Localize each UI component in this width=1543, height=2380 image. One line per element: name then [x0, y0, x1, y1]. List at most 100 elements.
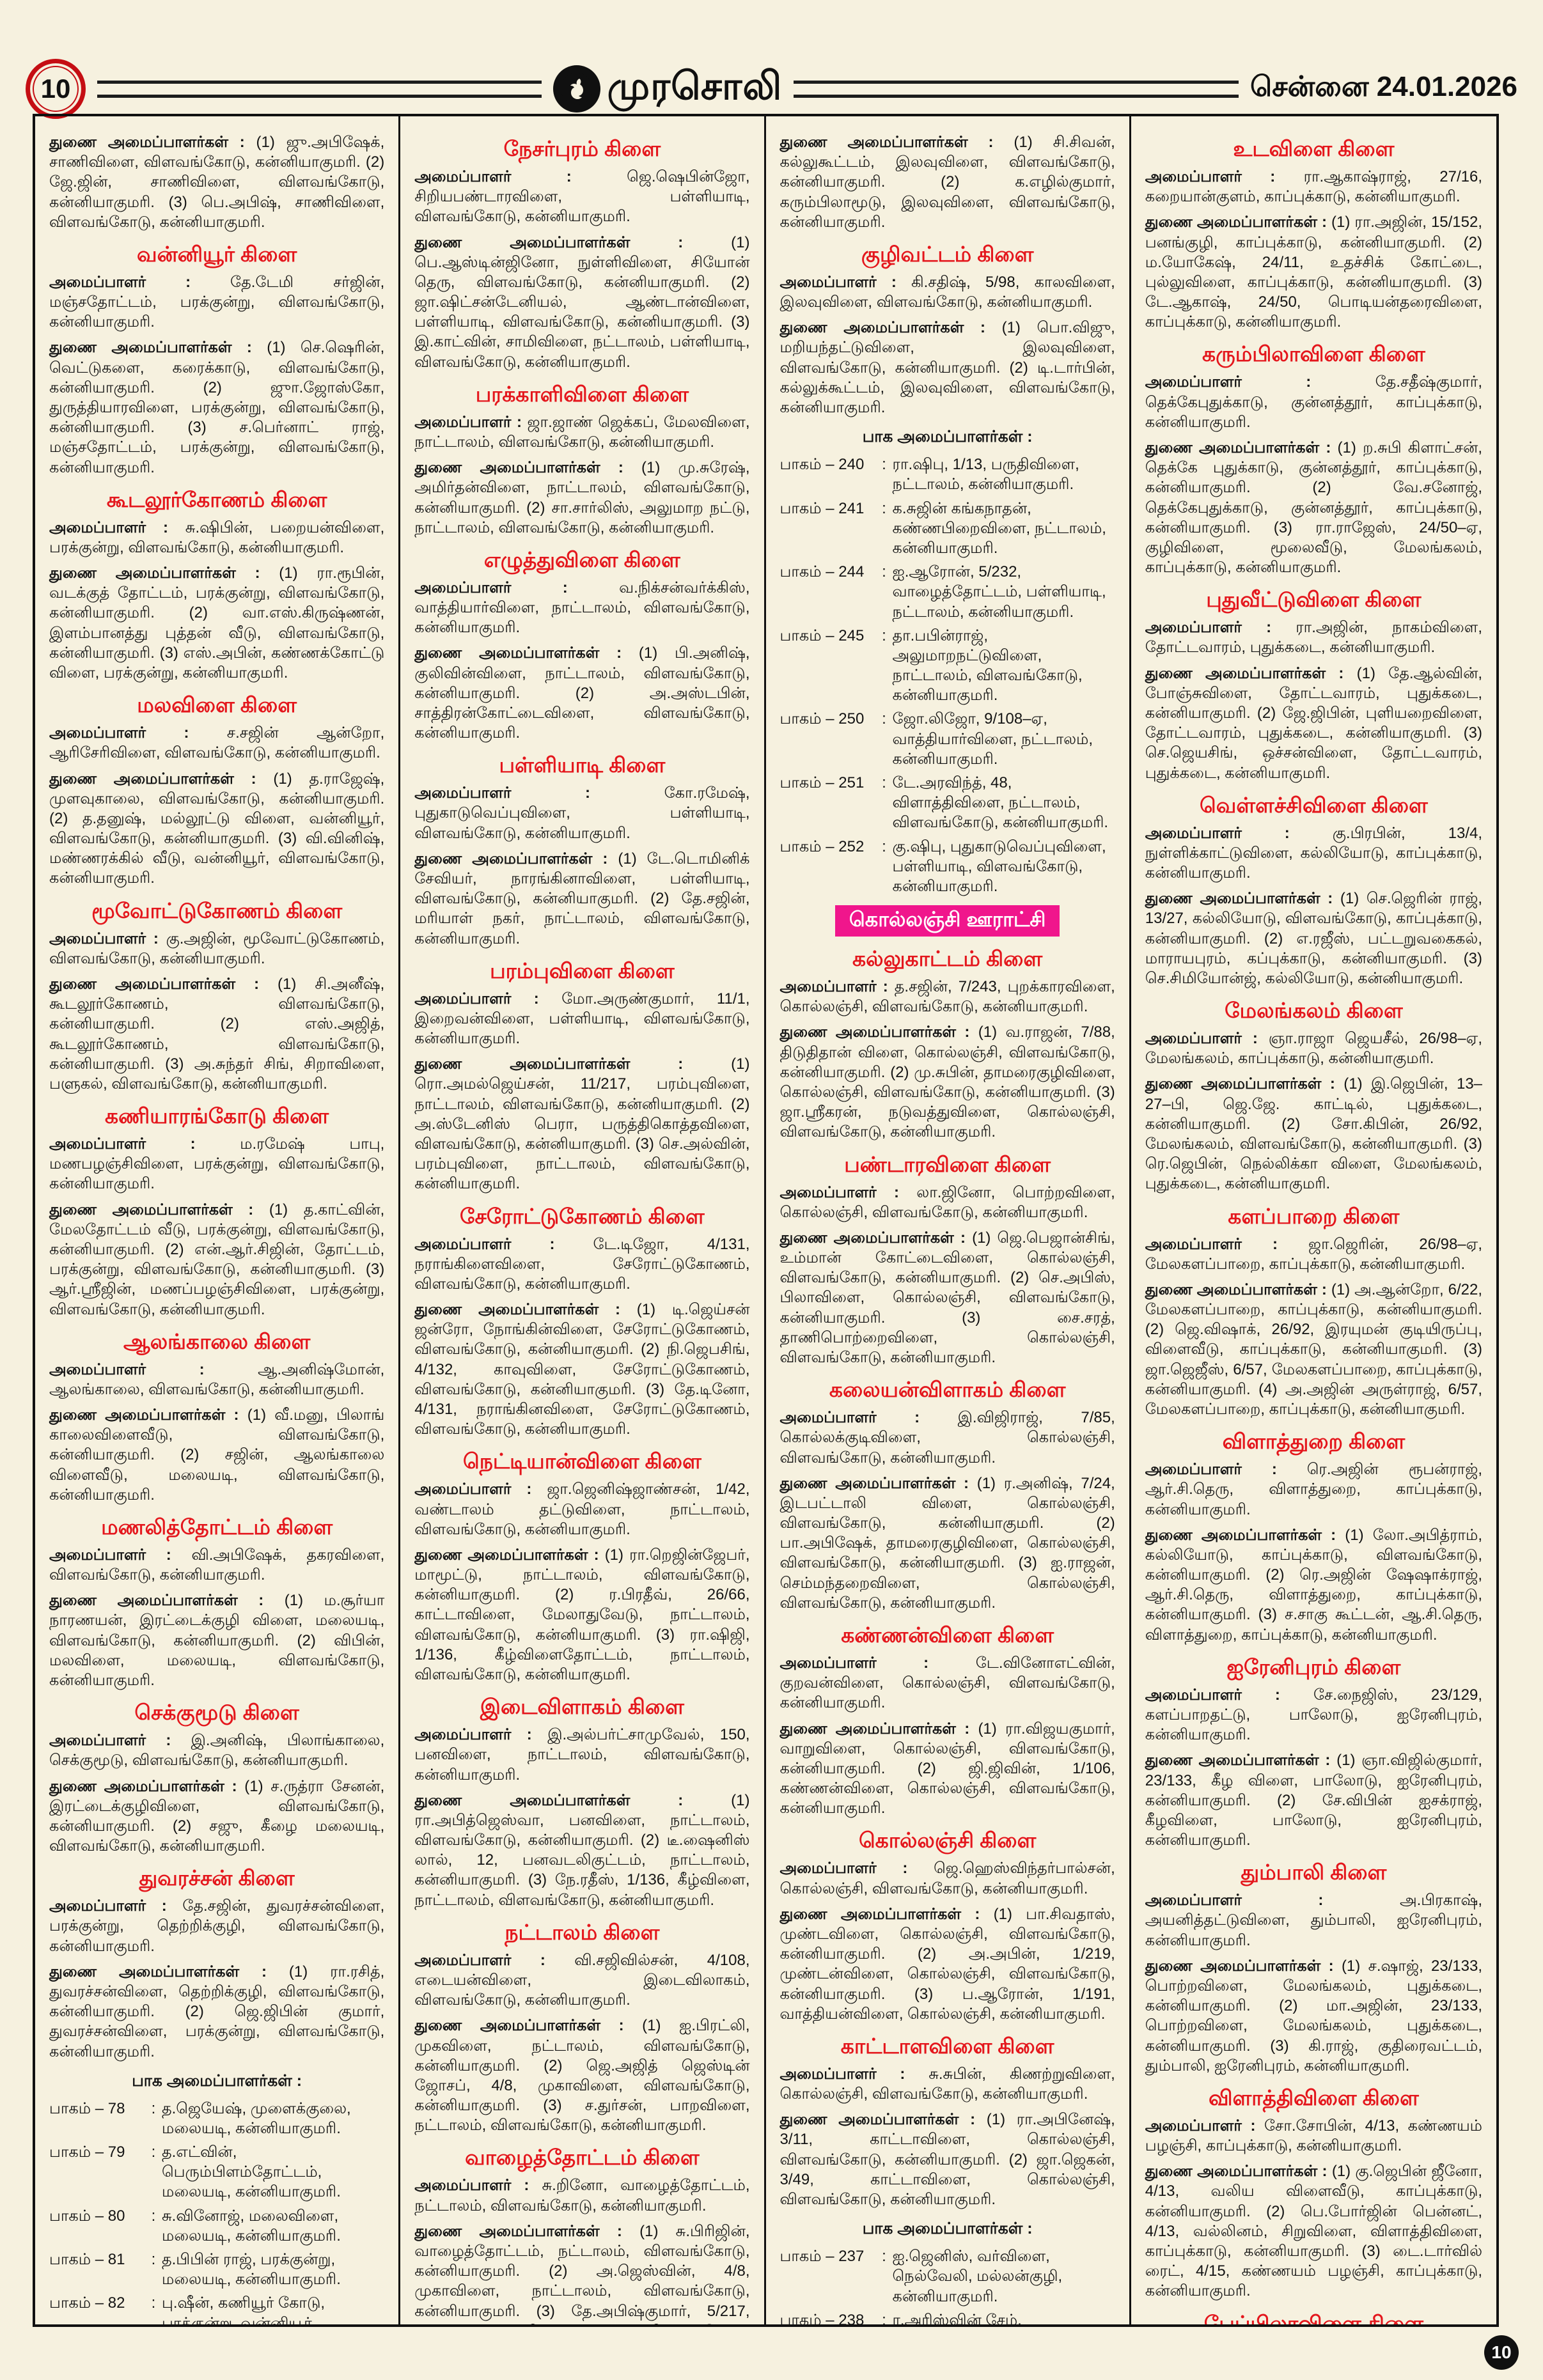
column-4: உடவிளை கிளை அமைப்பாளர் : ரா.ஆகாஷ்ராஜ், 27… [1131, 116, 1496, 2324]
entry-label: துணை அமைப்பாளர்கள் : [414, 2222, 622, 2240]
entry-text: டே.டிஜோ, 4/131, நராங்கிளைவிளை, சேரோட்டுக… [414, 1235, 750, 1293]
entry-label: துணை அமைப்பாளர்கள் : [414, 233, 684, 251]
branch-heading: ஐரேனிபுரம் கிளை [1226, 1654, 1401, 1679]
entry-text: (1) ரா.அஜின், 15/152, பனங்குழி, காப்புக்… [1145, 214, 1483, 331]
entry-text: (1) தே.ஆல்வின், போஞ்சுவிளை, தோட்டவாரம், … [1145, 664, 1483, 782]
entry-text: (1) ரா.அபினேஷ், 3/11, காட்டாவிளை, கொல்லஞ… [779, 2111, 1115, 2208]
branch-heading: கலையன்விளாகம் கிளை [829, 1378, 1066, 1402]
branch-heading: மூவோட்டுகோணம் கிளை [91, 898, 343, 922]
baga-text: த.ஜெயேஷ், முளைக்குலை, மலையடி, கன்னியாகும… [162, 2099, 351, 2137]
entry-label: அமைப்பாளர் : [1145, 167, 1276, 185]
entry-label: துணை அமைப்பாளர்கள் : [1145, 1752, 1331, 1769]
baga-text: த.எட்வின், பெரும்பிளம்தோட்டம், மலையடி, க… [162, 2143, 341, 2201]
entry-text: சு.றினோ, வாழைத்தோட்டம், நட்டாலம், விளவங்… [414, 2177, 750, 2214]
section-sublabel: பாக அமைப்பாளர்கள் : [132, 2071, 302, 2090]
branch-heading: பள்ளியாடி கிளை [499, 753, 666, 777]
entry-text: (1) பொ.விஜு, மறியந்தட்டுவிளை, இலவுவிளை, … [779, 319, 1115, 416]
entry-paragraph: துணை அமைப்பாளர்கள் : (1) டி.ஜெய்சன் ஜன்ர… [414, 1300, 749, 1439]
entry-text: (1) செ.ஷெரின், வெட்டுகளை, கரைக்காடு, விள… [49, 339, 385, 476]
baga-number: பாகம் – 250 [779, 710, 865, 728]
baga-number: பாகம் – 80 [49, 2207, 125, 2225]
baga-number: பாகம் – 238 [779, 2311, 865, 2324]
baga-text: க.சுஜின் கங்கநாதன், கண்ணபிறைவிளை, நட்டால… [892, 499, 1106, 557]
entry-label: துணை அமைப்பாளர்கள் : [1145, 214, 1327, 231]
entry-label: துணை அமைப்பாளர்கள் : [414, 459, 623, 477]
entry-paragraph: அமைப்பாளர் : வ.நிக்சன்வர்க்கிஸ், வாத்திய… [414, 578, 749, 638]
entry-label: துணை அமைப்பாளர்கள் : [49, 770, 256, 788]
entry-label: துணை அமைப்பாளர்கள் : [779, 319, 985, 337]
branch-heading: களப்பாறை கிளை [1228, 1204, 1400, 1228]
baga-text: கு.ஷிபு, புதுகாடுவெப்புவிளை, பள்ளியாடி, … [892, 837, 1106, 895]
entry-label: துணை அமைப்பாளர்கள் : [779, 2111, 976, 2129]
baga-text: ரா.ஷிபு, 1/13, பருதிவிளை, நட்டாலம், கன்ன… [892, 456, 1079, 494]
entry-label: அமைப்பாளர் : [779, 1409, 920, 1427]
branch-heading: விளாத்துறை கிளை [1222, 1429, 1406, 1454]
entry-text: சு.ஷிபின், பறையன்விளை, பரக்குன்று, விளவங… [49, 518, 385, 556]
baga-colon: : [882, 499, 886, 517]
entry-paragraph: அமைப்பாளர் : ஆ.அனிஷ்மோன், ஆலங்காலை, விளவ… [49, 1360, 384, 1399]
entry-label: துணை அமைப்பாளர்கள் : [414, 1546, 599, 1564]
entry-paragraph: அமைப்பாளர் : மோ.அருண்குமார், 11/1, இறைவன… [414, 989, 749, 1049]
entry-text: (1) ற.சுபி கிளாட்சன், தெக்கே புதுக்காடு,… [1145, 439, 1483, 577]
baga-colon: : [882, 456, 886, 474]
entry-label: அமைப்பாளர் : [1145, 2117, 1256, 2135]
branch-heading: தும்பாலி கிளை [1241, 1860, 1387, 1885]
branch-heading: சேரோட்டுகோணம் கிளை [460, 1204, 705, 1228]
entry-label: அமைப்பாளர் : [414, 167, 572, 185]
entry-paragraph: அமைப்பாளர் : தே.சதீஷ்குமார், தெக்கேபுதுக… [1145, 372, 1482, 432]
bottom-page-number-badge: 10 [1484, 2335, 1519, 2370]
entry-paragraph: துணை அமைப்பாளர்கள் : (1) பொ.விஜு, மறியந்… [780, 318, 1115, 417]
baga-row: பாகம் – 245: தா.பபின்ராஜ், அலுமாறநட்டுவிள… [780, 626, 1115, 706]
entry-label: அமைப்பாளர் : [414, 990, 539, 1007]
entry-text: கு.அஜின், மூவோட்டுகோணம், விளவங்கோடு, கன்… [49, 929, 385, 967]
entry-label: அமைப்பாளர் : [779, 978, 888, 996]
entry-label: அமைப்பாளர் : [49, 1897, 167, 1915]
entry-label: அமைப்பாளர் : [49, 1546, 171, 1564]
entry-paragraph: துணை அமைப்பாளர்கள் : (1) அ.ஆன்றோ, 6/22, … [1145, 1280, 1482, 1419]
entry-label: துணை அமைப்பாளர்கள் : [414, 2017, 624, 2035]
entry-label: துணை அமைப்பாளர்கள் : [779, 134, 994, 151]
entry-text: (1) ச.ஷாஜ், 23/133, பொற்றவிளை, மேலங்கலம்… [1145, 1957, 1483, 2074]
entry-text: (1) ரா.அபித்ஜெஸ்வா, பனவிளை, நாட்டாலம், வ… [414, 1791, 750, 1909]
entry-paragraph: அமைப்பாளர் : சோ.சோபின், 4/13, கண்ணயம் பழ… [1145, 2116, 1482, 2156]
page-number-badge: 10 [26, 59, 86, 119]
baga-colon: : [882, 774, 886, 791]
baga-number: பாகம் – 240 [779, 456, 865, 474]
entry-text: (1) த.காட்வின், மேலதோட்டம் வீடு, பரக்குன… [49, 1201, 385, 1318]
entry-text: (1) லோ.அபித்ராம், கல்லியோடு, காப்புக்காட… [1145, 1526, 1482, 1644]
entry-text: (1) டி.ஜெய்சன் ஜன்ரோ, நோங்கின்விளை, சேரோ… [414, 1301, 750, 1438]
entry-label: துணை அமைப்பாளர்கள் : [414, 1791, 684, 1809]
entry-label: அமைப்பாளர் : [779, 273, 897, 291]
branch-heading: புதுவீட்டுவிளை கிளை [1206, 587, 1422, 612]
baga-number: பாகம் – 241 [779, 499, 865, 517]
baga-row: பாகம் – 252: கு.ஷிபு, புதுகாடுவெப்புவிளை,… [780, 837, 1115, 897]
section-sublabel: பாக அமைப்பாளர்கள் : [862, 428, 1033, 446]
entry-label: அமைப்பாளர் : [414, 1951, 545, 1969]
entry-label: அமைப்பாளர் : [1145, 1686, 1280, 1704]
entry-label: அமைப்பாளர் : [414, 579, 568, 596]
branch-heading: கணியாரங்கோடு கிளை [105, 1104, 329, 1128]
entry-label: துணை அமைப்பாளர்கள் : [779, 1229, 966, 1247]
baga-row: பாகம் – 237: ஐ.ஜெனிஸ், வர்விளை, நெல்வேலி,… [780, 2246, 1115, 2306]
entry-text: கி.சதிஷ், 5/98, காலவிளை, இலவுவிளை, விளவங… [779, 273, 1115, 311]
entry-paragraph: அமைப்பாளர் : வி.அபிஷேக், தகரவிளை, விளவங்… [49, 1545, 384, 1585]
entry-paragraph: அமைப்பாளர் : சு.ஷிபின், பறையன்விளை, பரக்… [49, 518, 384, 557]
entry-label: அமைப்பாளர் : [49, 1732, 171, 1750]
entry-paragraph: துணை அமைப்பாளர்கள் : (1) ஜெ.பெஜான்சிங், … [780, 1228, 1115, 1367]
entry-paragraph: அமைப்பாளர் : ஞா.ராஜா ஜெயசீல், 26/98–ஏ, ம… [1145, 1029, 1482, 1068]
entry-paragraph: துணை அமைப்பாளர்கள் : (1) ரா.ரூபின், வடக்… [49, 563, 384, 683]
entry-paragraph: அமைப்பாளர் : இ.அல்பர்ட்சாமுவேல், 150, பன… [414, 1725, 749, 1785]
entry-text: ச.சஜின் ஆன்றோ, ஆரிசேரிவிளை, விளவங்கோடு, … [49, 724, 385, 762]
entry-paragraph: அமைப்பாளர் : ஜெ.ஷெபின்ஜோ, சிறியபண்டாரவிள… [414, 167, 749, 227]
entry-label: அமைப்பாளர் : [1145, 1030, 1258, 1048]
entry-text: (1) செ.ஜெரின் ராஜ், 13/27, கல்லியோடு, வி… [1145, 890, 1483, 987]
panchayat-banner-wrap: கொல்லஞ்சி ஊராட்சி [780, 905, 1115, 937]
baga-text: ஐ.ஆரோன், 5/232, வாழைத்தோட்டம், பள்ளியாடி… [892, 563, 1106, 621]
branch-heading: கூடலூர்கோணம் கிளை [106, 487, 327, 511]
branch-heading: காட்டாளவிளை கிளை [840, 2034, 1054, 2058]
entry-paragraph: துணை அமைப்பாளர்கள் : (1) வ.ராஜன், 7/88, … [780, 1022, 1115, 1142]
entry-text: அ.பிரகாஷ், அயனித்தட்டுவிளை, தும்பாலி, ஐர… [1145, 1892, 1482, 1949]
entry-paragraph: துணை அமைப்பாளர்கள் : (1) சி.அனீஷ், கூடலூ… [49, 974, 384, 1094]
entry-paragraph: துணை அமைப்பாளர்கள் : (1) மு.சுரேஷ், அமிர… [414, 458, 749, 538]
baga-text: ஐ.ஜெனிஸ், வர்விளை, நெல்வேலி, மல்லன்குழி,… [892, 2248, 1063, 2305]
